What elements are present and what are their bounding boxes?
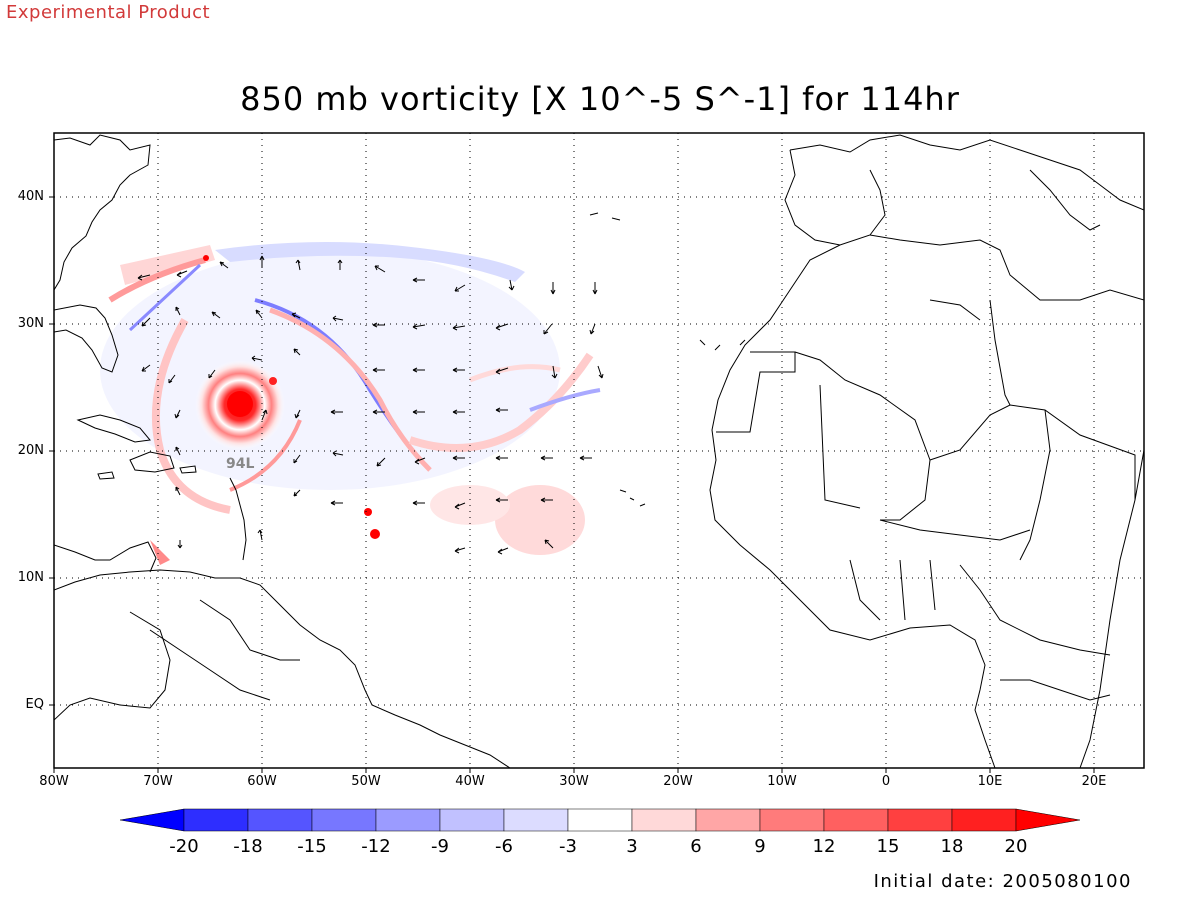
lat-label-30n: 30N <box>17 316 44 331</box>
colorbar-label: -18 <box>233 836 263 857</box>
lon-label-20e: 20E <box>1081 774 1107 789</box>
colorbar-label: -6 <box>495 836 513 857</box>
iberia-coast <box>784 149 886 246</box>
cape-verde <box>619 489 646 507</box>
lon-label-50w: 50W <box>351 774 381 789</box>
colorbar-swatch <box>887 808 953 832</box>
colorbar-label: 9 <box>754 836 766 857</box>
colorbar-swatch <box>183 808 249 832</box>
hispaniola-coast <box>129 451 175 473</box>
colorbar-label: 18 <box>940 836 964 857</box>
colorbar-label: -15 <box>297 836 327 857</box>
north-america-coast <box>54 134 151 291</box>
storm-label-94l: 94L <box>226 456 255 472</box>
colorbar-swatch <box>759 808 825 832</box>
italy-coast <box>1029 169 1101 231</box>
lat-label-10n: 10N <box>17 570 44 585</box>
colorbar-label: -3 <box>559 836 577 857</box>
jamaica-coast <box>97 471 115 480</box>
colorbar-label: -9 <box>431 836 449 857</box>
puerto-rico-coast <box>179 465 197 474</box>
colorbar-arrow-high <box>1015 808 1081 832</box>
canary-islands <box>699 339 746 351</box>
lon-label-60w: 60W <box>247 774 277 789</box>
colorbar-swatch <box>503 808 569 832</box>
europe-coast <box>789 134 1144 211</box>
colorbar-swatch <box>631 808 697 832</box>
lon-label-10w: 10W <box>767 774 797 789</box>
colorbar-swatch <box>823 808 889 832</box>
vorticity-field <box>100 241 601 565</box>
lat-label-20n: 20N <box>17 443 44 458</box>
colorbar <box>119 808 1081 832</box>
central-america-coast <box>54 541 157 573</box>
plot-area <box>54 133 1144 768</box>
lon-label-80w: 80W <box>39 774 69 789</box>
colorbar-swatch <box>567 808 633 832</box>
south-america-inland <box>54 611 171 721</box>
colorbar-swatch <box>439 808 505 832</box>
colorbar-label: 15 <box>876 836 900 857</box>
lat-label-eq: EQ <box>25 697 44 712</box>
colorbar-label: 6 <box>690 836 702 857</box>
lon-label-0: 0 <box>881 774 891 789</box>
colorbar-swatch <box>951 808 1017 832</box>
cuba-coast <box>76 414 151 443</box>
lon-label-10e: 10E <box>977 774 1003 789</box>
initial-date: Initial date: 2005080100 <box>873 871 1132 892</box>
experimental-product-label: Experimental Product <box>6 2 211 23</box>
africa-north-coast <box>869 234 1144 301</box>
colorbar-arrow-low <box>119 808 185 832</box>
africa-east <box>1079 449 1144 768</box>
colorbar-swatch <box>247 808 313 832</box>
lon-label-40w: 40W <box>455 774 485 789</box>
colorbar-swatch <box>375 808 441 832</box>
wind-vectors <box>137 255 604 555</box>
colorbar-label: 3 <box>626 836 638 857</box>
country-borders <box>149 299 1136 701</box>
colorbar-swatch <box>311 808 377 832</box>
tick-marks <box>49 196 1095 773</box>
colorbar-label: 12 <box>812 836 836 857</box>
colorbar-swatch <box>695 808 761 832</box>
africa-coast <box>709 244 996 768</box>
colorbar-label: -12 <box>361 836 391 857</box>
colorbar-label: -20 <box>169 836 199 857</box>
lon-label-30w: 30W <box>559 774 589 789</box>
lat-label-40n: 40N <box>17 189 44 204</box>
south-america-coast <box>54 569 511 768</box>
lesser-antilles <box>229 477 247 561</box>
lon-label-20w: 20W <box>663 774 693 789</box>
azores <box>589 212 621 221</box>
lon-label-70w: 70W <box>143 774 173 789</box>
plot-title: 850 mb vorticity [X 10^-5 S^-1] for 114h… <box>240 80 960 118</box>
florida-coast <box>54 304 119 373</box>
colorbar-label: 20 <box>1004 836 1028 857</box>
